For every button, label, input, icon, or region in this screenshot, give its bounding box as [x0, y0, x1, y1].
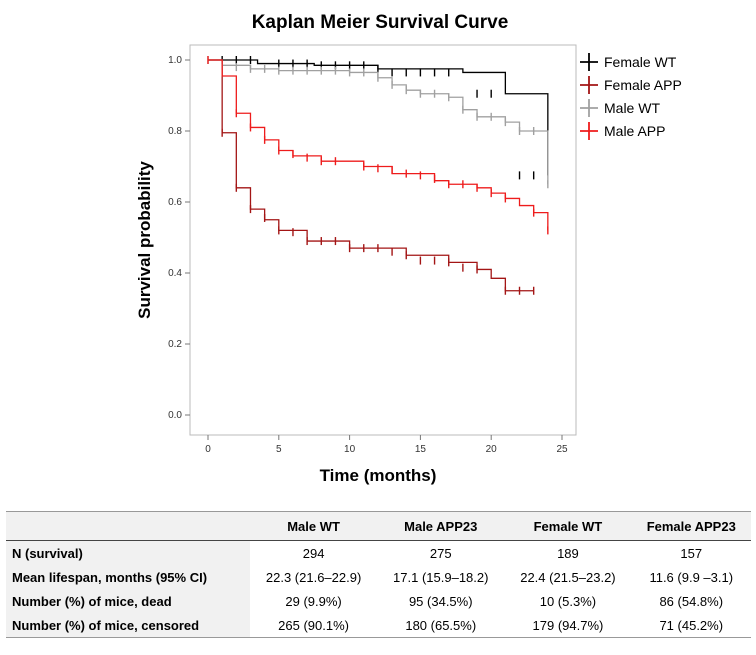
table-cell: 179 (94.7%) [504, 613, 632, 638]
table-row: N (survival) 294 275 189 157 [6, 540, 751, 565]
column-header: Male WT [287, 518, 340, 534]
legend: Female WT Female APP Male WT Male APP [580, 53, 682, 140]
table-cell: 157 [631, 540, 751, 565]
table-cell: 95 (34.5%) [408, 593, 473, 609]
table-row: Mean lifespan, months (95% CI) 22.3 (21.… [6, 565, 751, 589]
table-row: Number (%) of mice, dead 29 (9.9%) 95 (3… [6, 589, 751, 613]
column-header: Male APP23 [404, 518, 478, 534]
series-layer [207, 56, 549, 295]
table-cell: 11.6 (9.9 –3.1) [649, 569, 734, 585]
chart-title: Kaplan Meier Survival Curve [252, 12, 509, 33]
y-tick-label: 0.8 [168, 126, 182, 137]
plot-frame [189, 44, 577, 436]
table-cell: 71 (45.2%) [631, 613, 751, 638]
x-tick-label: 25 [556, 444, 568, 455]
table-cell: 17.1 (15.9–18.2) [393, 569, 489, 585]
x-tick-label: 0 [205, 444, 211, 455]
summary-table: Male WT Male APP23 Female WT Female APP2… [6, 511, 751, 638]
table-cell: 265 (90.1%) [250, 613, 378, 638]
table-cell: 22.4 (21.5–23.2) [520, 569, 616, 585]
row-label: Number (%) of mice, censored [6, 613, 250, 638]
column-header: Female APP23 [646, 518, 736, 534]
table-cell: 189 [504, 540, 632, 565]
y-tick-label: 0.6 [168, 197, 182, 208]
table-row: Number (%) of mice, censored 265 (90.1%)… [6, 613, 751, 638]
row-label: N (survival) [6, 540, 250, 565]
y-tick-label: 1.0 [168, 55, 182, 66]
x-tick-label: 20 [486, 444, 498, 455]
legend-label-female-wt: Female WT [604, 54, 677, 70]
table-cell: 22.3 (21.6–22.9) [265, 569, 362, 585]
table-cell: 86 (54.8%) [659, 593, 724, 609]
table-cell: 294 [250, 540, 378, 565]
table-cell: 10 (5.3%) [539, 593, 597, 609]
x-axis-label: Time (months) [320, 466, 437, 485]
series-line-male-app [208, 59, 549, 231]
column-header: Female WT [533, 518, 603, 534]
legend-label-male-wt: Male WT [604, 100, 660, 116]
table-header-row: Male WT Male APP23 Female WT Female APP2… [6, 511, 751, 541]
table-cell: 275 [377, 540, 505, 565]
series-line-male-wt [208, 59, 549, 185]
kaplan-meier-chart: Kaplan Meier Survival Curve 0 5 10 15 20 25 0.… [135, 12, 682, 485]
y-tick-label: 0.0 [168, 410, 182, 421]
axes: 0 5 10 15 20 25 0.0 0.2 0.4 0.6 0.8 1.0 [168, 55, 568, 455]
row-label: Mean lifespan, months (95% CI) [6, 565, 250, 589]
table-cell: 29 (9.9%) [285, 593, 342, 609]
table-corner-cell [6, 512, 250, 541]
table-cell: 180 (65.5%) [377, 613, 505, 638]
y-axis-label: Survival probability [135, 161, 154, 319]
legend-label-female-app: Female APP [604, 77, 682, 93]
y-tick-label: 0.4 [168, 268, 182, 279]
series-line-female-app [208, 59, 534, 292]
y-tick-label: 0.2 [168, 339, 182, 350]
row-label: Number (%) of mice, dead [6, 589, 250, 613]
x-tick-label: 15 [415, 444, 427, 455]
x-tick-label: 5 [276, 444, 282, 455]
legend-label-male-app: Male APP [604, 123, 665, 139]
x-tick-label: 10 [344, 444, 356, 455]
